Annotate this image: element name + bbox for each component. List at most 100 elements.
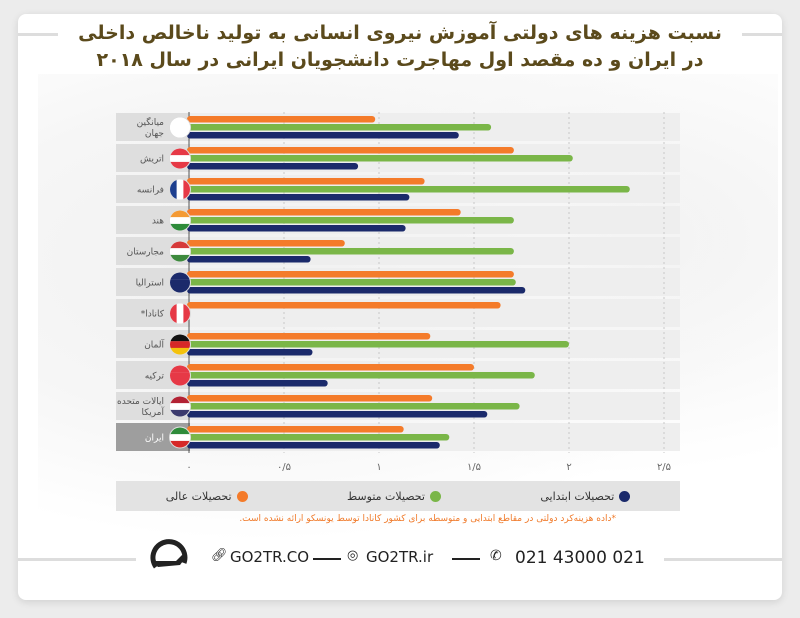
category-label: اتریش [140,155,164,165]
flag-stripe [170,255,190,262]
category-label: جهان [145,129,164,139]
title-line-1: نسبت هزینه های دولتی آموزش نیروی انسانی … [78,22,722,44]
flag-stripe [170,410,190,417]
bar-secondary [187,248,514,255]
category-label: استرالیا [136,279,164,289]
flag-stripe [170,242,190,249]
bar-primary [187,380,328,387]
flag-stripe [170,366,190,373]
bar-primary [187,256,311,263]
website-link[interactable]: GO2TR.CO [230,548,310,566]
flag-stripe [170,155,190,162]
x-tick-label: ۰/۵ [277,462,291,473]
flag-stripe [170,131,190,138]
flag-stripe [170,434,190,441]
flag-stripe [170,273,190,280]
legend-dot-higher [236,490,248,502]
bar-secondary [187,341,569,348]
legend-label: تحصیلات عالی [165,489,232,503]
bar-higher [187,426,404,433]
flag-stripe [170,211,190,218]
flag-stripe [170,335,190,342]
flag-stripe [183,304,190,324]
legend-dot-secondary [429,490,441,502]
title-line-2: در ایران و ده مقصد اول مهاجرت دانشجویان … [96,49,704,71]
bar-primary [187,194,410,201]
instagram-link[interactable]: GO2TR.ir [366,548,434,566]
link-icon: 🔗︎ [211,548,228,563]
chart-title: نسبت هزینه های دولتی آموزش نیروی انسانی … [20,20,780,74]
bar-primary [187,132,459,139]
bar-secondary [187,403,520,410]
footer-divider [18,558,136,561]
legend: تحصیلات ابتدایی تحصیلات متوسط تحصیلات عا… [116,481,680,511]
flag-stripe [170,372,190,379]
bar-higher [187,333,431,340]
category-label: ترکیه [145,372,165,382]
bar-higher [187,116,376,123]
separator [452,558,480,560]
category-label: آمریکا [141,406,164,418]
bar-secondary [187,186,630,193]
bar-higher [187,147,514,154]
bar-higher [187,240,345,247]
bar-secondary [187,217,514,224]
flag-stripe [170,224,190,231]
legend-label: تحصیلات متوسط [346,489,425,503]
footnote: *داده هزینه‌کرد دولتی در مقاطع ابتدایی و… [239,514,616,524]
category-label: مجارستان [127,248,165,258]
legend-item-primary: تحصیلات ابتدایی [540,489,631,503]
legend-label: تحصیلات ابتدایی [540,489,615,503]
bar-higher [187,209,461,216]
footer-divider [664,558,782,561]
bar-primary [187,225,406,232]
x-tick-label: ۱ [376,462,381,473]
phone-icon: ✆ [490,548,502,564]
bar-higher [187,395,433,402]
instagram-icon: ◎ [347,548,359,563]
flag-stripe [170,217,190,224]
title-divider [742,33,782,36]
flag-stripe [177,180,184,200]
flag-stripe [183,180,190,200]
flag-stripe [170,403,190,410]
legend-item-secondary: تحصیلات متوسط [347,490,441,503]
bar-primary [187,442,440,449]
bar-secondary [187,124,492,131]
flag-stripe [170,341,190,348]
bar-secondary [187,279,516,286]
x-tick-label: ۲ [566,462,571,473]
bar-primary [187,163,359,170]
legend-item-higher: تحصیلات عالی [166,490,248,503]
category-label: هند [152,217,164,227]
flag-stripe [170,162,190,169]
category-label: فرانسه [137,186,164,196]
x-tick-label: ۲/۵ [657,462,671,473]
bar-primary [187,411,488,418]
flag-stripe [170,286,190,293]
category-label: ایران [145,434,164,444]
legend-dot-primary [619,490,631,502]
x-tick-label: ۰ [186,462,191,473]
flag-stripe [170,180,177,200]
bar-higher [187,364,474,371]
category-label: *کانادا [141,310,165,320]
flag-stripe [170,379,190,386]
bar-primary [187,349,313,356]
flag-stripe [170,348,190,355]
flag-stripe [170,428,190,435]
bar-higher [187,271,514,278]
category-label: آلمان [144,339,164,351]
x-tick-label: ۱/۵ [467,462,481,473]
flag-stripe [170,441,190,448]
phone-number[interactable]: 021 43000 021 [515,548,645,568]
bar-higher [187,178,425,185]
footer: 🔗︎ GO2TR.CO ◎ GO2TR.ir ✆ 021 43000 021 [0,546,800,572]
flag-stripe [170,279,190,286]
category-label: میانگین [137,116,165,128]
separator [313,558,341,560]
bar-primary [187,287,526,294]
category-label: ایالات متحده [117,397,164,407]
flag-stripe [177,304,184,324]
